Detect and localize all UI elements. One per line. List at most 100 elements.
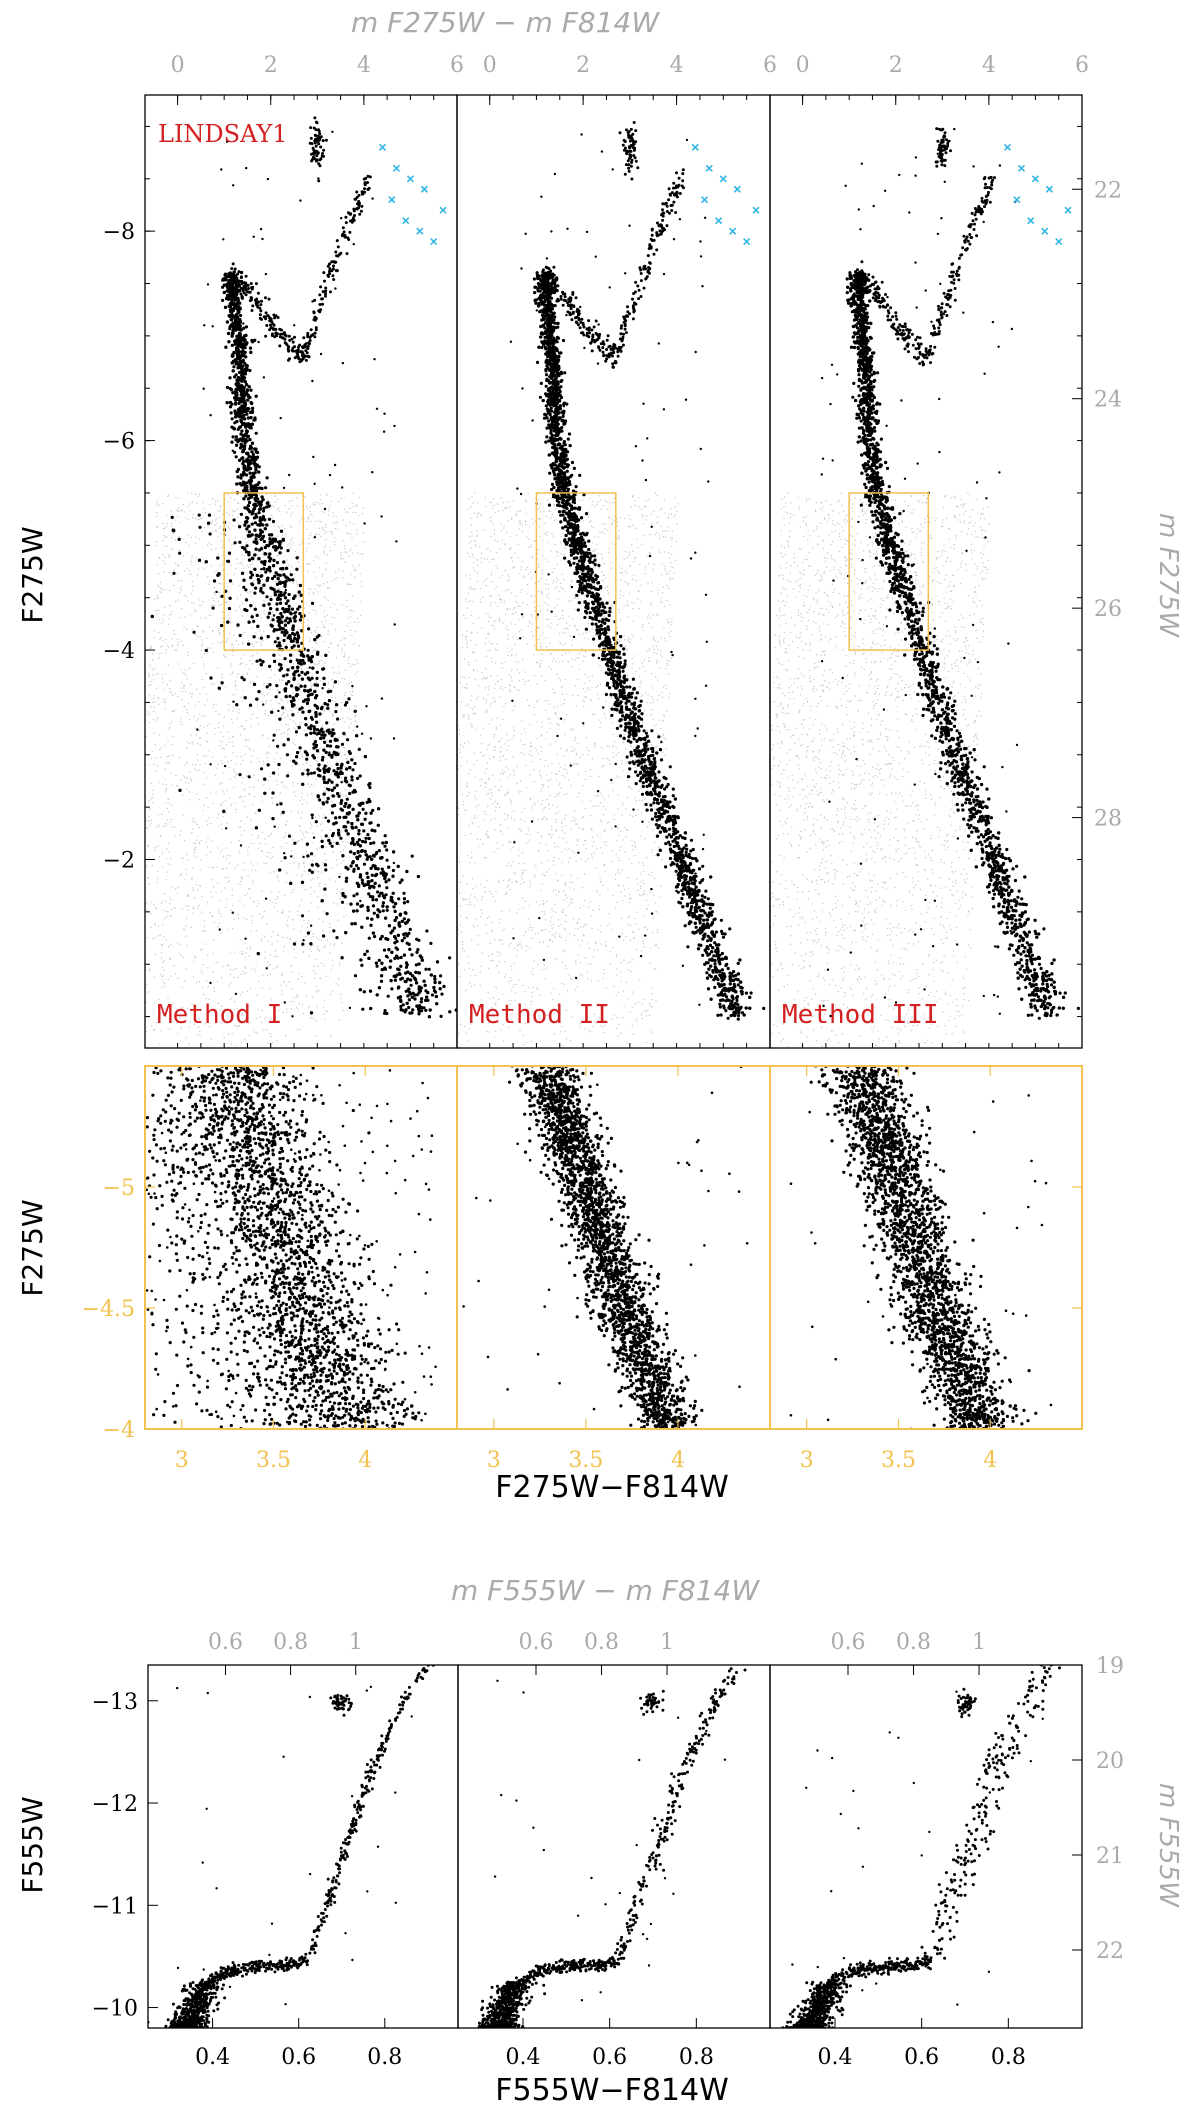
field-star — [181, 723, 183, 726]
field-star — [231, 928, 234, 930]
field-star — [339, 843, 341, 845]
field-star — [340, 793, 342, 795]
field-star — [342, 519, 345, 521]
field-star — [246, 672, 249, 674]
ms-star — [440, 992, 444, 996]
ms-star — [245, 412, 249, 416]
field-star — [245, 952, 247, 954]
field-star — [351, 537, 353, 539]
ms-star — [247, 558, 252, 562]
field-star — [203, 930, 205, 932]
field-star — [218, 629, 220, 632]
field-star — [223, 654, 225, 656]
field-star — [198, 826, 200, 829]
field-star — [177, 565, 180, 567]
field-star — [330, 623, 333, 625]
field-star — [353, 506, 355, 508]
field-star — [222, 735, 225, 738]
field-star — [291, 1008, 293, 1010]
field-star — [351, 663, 353, 666]
field-star — [233, 1008, 235, 1011]
field-star — [234, 762, 237, 765]
ms-star — [235, 703, 239, 707]
ms-star — [314, 820, 318, 824]
field-star — [165, 761, 167, 763]
field-star — [203, 630, 205, 632]
field-star — [295, 940, 297, 942]
field-star — [312, 650, 314, 652]
field-star — [325, 859, 328, 861]
field-star — [243, 806, 246, 808]
ms-star — [259, 663, 263, 667]
field-star — [141, 857, 142, 858]
field-star — [256, 717, 258, 719]
field-star — [329, 546, 332, 548]
field-star — [154, 721, 156, 723]
ms-star — [365, 916, 370, 920]
field-star — [194, 542, 197, 544]
field-star — [150, 706, 152, 708]
field-star — [231, 894, 233, 896]
field-star — [324, 615, 326, 618]
field-star — [337, 645, 339, 647]
field-star — [260, 690, 263, 693]
field-star — [301, 755, 304, 758]
field-star — [149, 808, 151, 810]
ms-star — [341, 854, 345, 858]
field-star — [199, 843, 201, 845]
field-star — [233, 775, 235, 778]
field-star — [163, 700, 165, 703]
field-star — [289, 670, 291, 672]
field-star — [295, 956, 297, 959]
field-star — [193, 662, 195, 665]
field-star — [232, 654, 234, 656]
ms-star — [225, 401, 229, 405]
field-star — [178, 617, 181, 619]
field-star — [269, 1032, 271, 1035]
field-star — [189, 771, 191, 773]
field-star — [349, 550, 351, 552]
field-star — [154, 953, 156, 956]
field-star — [164, 1008, 166, 1010]
field-star — [208, 750, 210, 752]
field-star — [237, 673, 239, 675]
field-star — [321, 510, 323, 512]
ms-star — [351, 837, 355, 841]
ms-star — [315, 676, 319, 681]
field-star — [292, 919, 294, 921]
field-star — [192, 743, 194, 745]
field-star — [281, 576, 283, 578]
ms-star — [321, 730, 325, 734]
field-star — [153, 732, 155, 734]
field-star — [281, 709, 283, 711]
field-star — [233, 969, 235, 971]
field-star — [300, 597, 302, 599]
ms-star — [310, 692, 314, 696]
field-star — [195, 610, 197, 613]
ms-star — [408, 927, 412, 932]
field-star — [198, 769, 201, 771]
ms-star — [252, 507, 257, 511]
field-star — [187, 909, 189, 911]
field-star — [310, 1014, 312, 1016]
ms-star — [241, 349, 245, 353]
field-star — [215, 548, 217, 550]
field-star — [184, 616, 186, 618]
field-star — [180, 874, 182, 876]
field-star — [211, 684, 213, 686]
field-star — [207, 986, 209, 988]
field-star — [246, 990, 249, 993]
field-star — [280, 911, 282, 913]
field-star — [164, 917, 166, 920]
field-star — [285, 824, 287, 826]
field-star — [340, 898, 342, 900]
field-star — [295, 734, 297, 736]
ms-star — [296, 644, 301, 648]
field-star — [171, 575, 173, 577]
field-star — [273, 525, 276, 527]
field-star — [297, 561, 300, 563]
field-star — [180, 954, 182, 957]
field-star — [271, 943, 273, 945]
ms-star — [354, 825, 358, 830]
